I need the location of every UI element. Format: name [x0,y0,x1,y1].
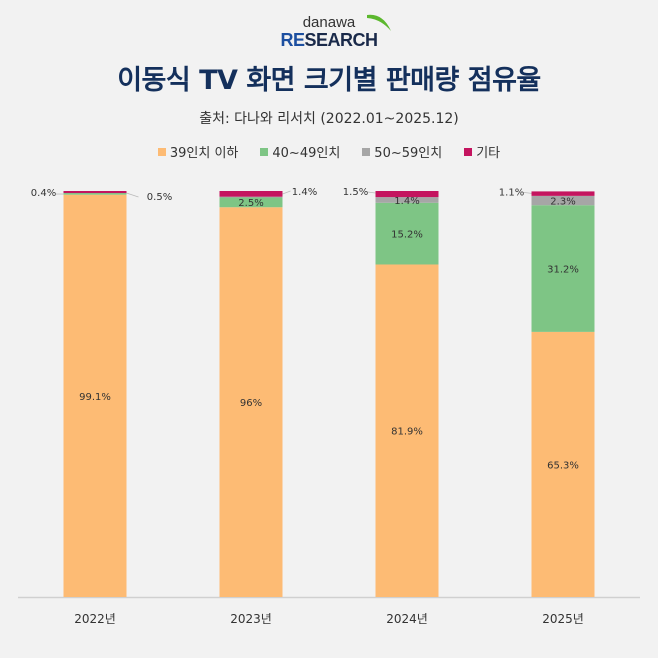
data-label: 31.2% [547,265,579,276]
bar-segment-2 [375,202,439,265]
bar-segment-1 [219,207,283,598]
leader-line [523,192,532,194]
legend-swatch [157,147,166,156]
bar-segment-4 [531,191,595,196]
legend-swatch [464,147,473,156]
bar-segment-1 [63,194,127,598]
data-label: 99.1% [79,392,111,403]
x-tick-label: 2023년 [230,612,272,626]
legend-label: 기타 [476,146,501,161]
data-label: 1.1% [499,187,524,198]
logo-swoosh-icon [366,14,391,32]
chart-title: 이동식 TV 화면 크기별 판매량 점유율 [117,65,541,96]
data-label: 96% [240,398,262,409]
data-label: 0.5% [147,192,172,203]
x-tick-label: 2025년 [542,612,584,626]
bar-segment-4 [375,191,439,198]
legend-label: 39인치 이하 [169,146,239,161]
data-label: 2.5% [238,198,263,209]
data-label: 2.3% [550,197,575,208]
bar-segment-3 [375,197,439,203]
data-label: 15.2% [391,230,423,241]
data-label: 65.3% [547,460,579,471]
logo-research-text: RESEARCH [280,30,378,50]
x-tick-label: 2022년 [74,612,116,626]
legend-item-40-49: 40~49인치 [260,142,340,161]
leader-line [126,192,139,198]
legend-label: 40~49인치 [272,146,341,161]
bar-segment-2 [219,197,283,208]
leader-line [367,191,376,194]
danawa-research-logo: danawa RESEARCH [0,12,658,49]
bar-segment-2 [63,193,127,195]
leader-line [282,190,291,195]
data-label: 1.4% [292,187,317,198]
legend-item-39-under: 39인치 이하 [157,142,239,161]
legend-item-50-59: 50~59인치 [362,142,442,161]
legend: 39인치 이하 40~49인치 50~59인치 기타 [0,142,658,161]
bar-segment-4 [219,191,283,197]
bar-segment-1 [531,331,595,597]
logo-danawa-text: danawa [303,15,391,32]
data-label: 81.9% [391,427,423,438]
legend-swatch [362,147,371,156]
bar-segment-2 [531,205,595,332]
bar-segment-3 [531,195,595,206]
bar-segment-4 [63,191,127,194]
data-label: 0.4% [31,188,56,199]
bar-segment-1 [375,264,439,597]
x-tick-label: 2024년 [386,612,428,626]
data-label: 1.5% [343,187,368,198]
legend-item-other: 기타 [464,142,500,161]
bar-segment-3 [219,196,283,198]
legend-swatch [260,147,269,156]
chart-subtitle: 출처: 다나와 리서치 (2022.01~2025.12) [199,111,459,127]
legend-label: 50~59인치 [374,146,443,161]
data-label: 1.4% [394,196,419,207]
